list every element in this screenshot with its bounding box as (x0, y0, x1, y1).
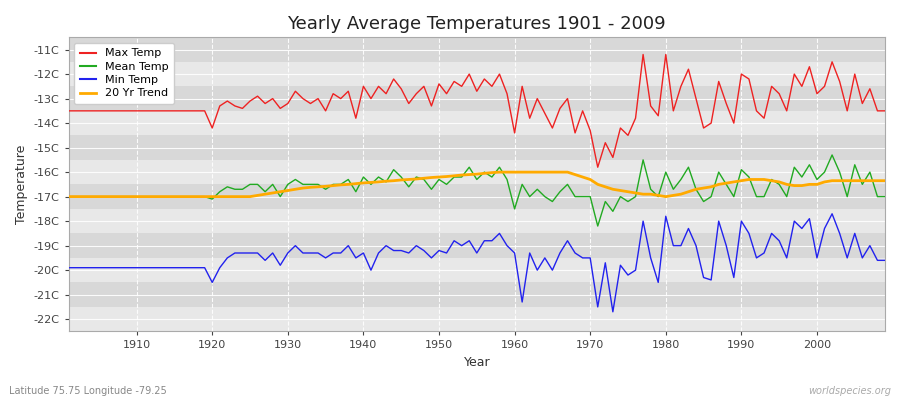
Bar (68, 258, 885, 282)
Bar (68, 62, 885, 86)
Bar (68, 37, 885, 62)
Bar (68, 86, 885, 111)
Bar (68, 209, 885, 233)
Text: Latitude 75.75 Longitude -79.25: Latitude 75.75 Longitude -79.25 (9, 386, 166, 396)
Bar (68, 111, 885, 135)
Legend: Max Temp, Mean Temp, Min Temp, 20 Yr Trend: Max Temp, Mean Temp, Min Temp, 20 Yr Tre… (74, 43, 175, 104)
Title: Yearly Average Temperatures 1901 - 2009: Yearly Average Temperatures 1901 - 2009 (287, 15, 666, 33)
Bar (68, 184, 885, 209)
Bar (68, 160, 885, 184)
Bar (68, 135, 885, 160)
Text: worldspecies.org: worldspecies.org (808, 386, 891, 396)
Bar (68, 307, 885, 332)
Bar (68, 282, 885, 307)
Bar (68, 233, 885, 258)
X-axis label: Year: Year (464, 356, 490, 369)
Y-axis label: Temperature: Temperature (15, 145, 28, 224)
